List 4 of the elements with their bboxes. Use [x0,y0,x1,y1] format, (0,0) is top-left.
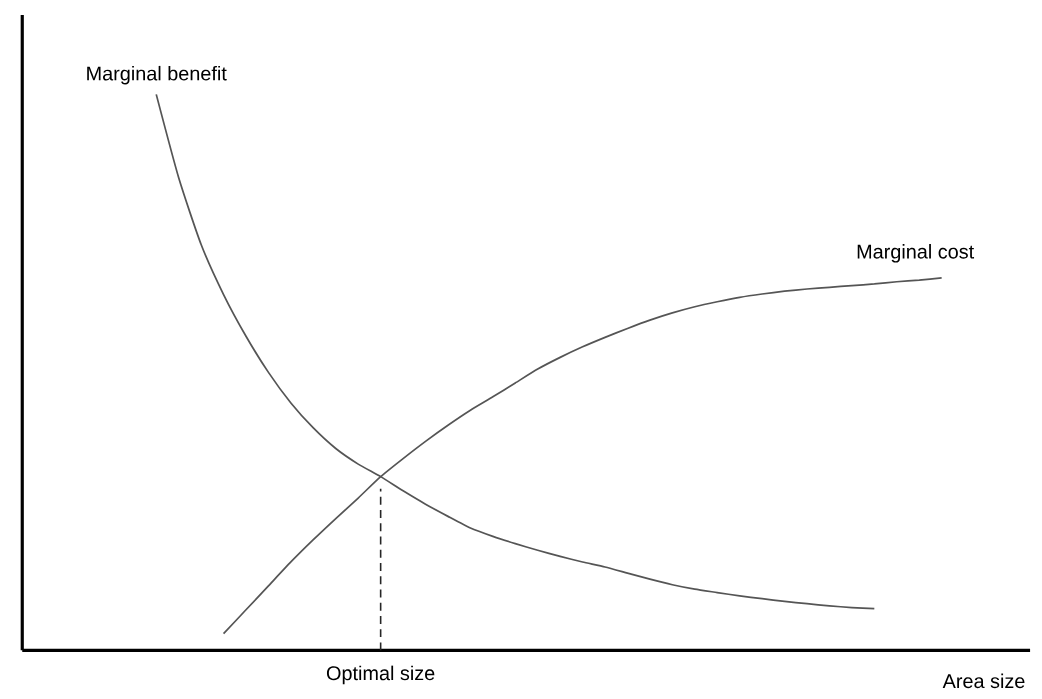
x-axis-title: Area size [942,673,1025,689]
text: Optimal size [326,665,435,685]
series-label: Marginal cost [857,244,975,263]
series-label: Marginal benefit [87,65,227,85]
